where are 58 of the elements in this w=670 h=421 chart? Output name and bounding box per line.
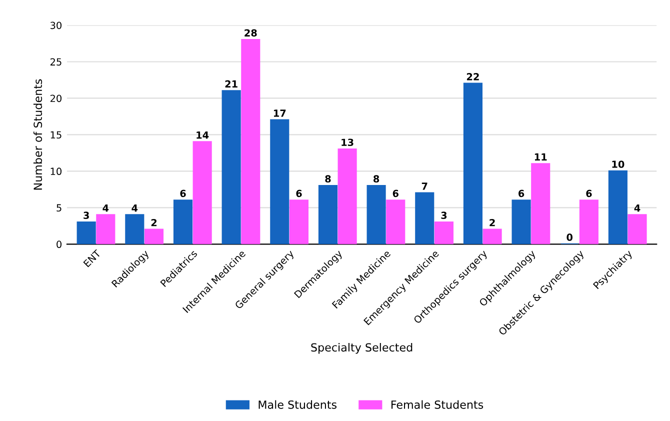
data-label: 3 <box>441 212 447 220</box>
data-label: 21 <box>225 80 238 88</box>
data-label: 10 <box>612 160 624 168</box>
data-label: 3 <box>84 212 89 220</box>
bar <box>366 184 386 244</box>
data-label: 8 <box>374 175 380 183</box>
legend-label: Male Students <box>258 400 337 409</box>
data-label: 0 <box>566 234 573 241</box>
bar <box>289 200 309 244</box>
data-label: 22 <box>466 73 479 80</box>
data-label: 6 <box>518 190 524 198</box>
bar <box>608 170 628 244</box>
y-axis-title: Number of Students <box>33 79 42 190</box>
y-tick-label: 20 <box>50 94 62 102</box>
data-label: 8 <box>325 175 331 183</box>
y-tick-label: 0 <box>56 240 62 248</box>
bar <box>96 214 116 244</box>
data-label: 6 <box>586 190 592 198</box>
bar <box>531 163 550 244</box>
x-axis-title: Specialty Selected <box>311 342 412 354</box>
data-label: 17 <box>274 110 286 117</box>
y-tick-label: 10 <box>50 168 62 176</box>
data-label: 7 <box>422 182 428 190</box>
bar <box>144 228 164 244</box>
data-label: 11 <box>534 153 547 160</box>
y-tick-label: 5 <box>56 204 62 212</box>
bar <box>463 82 482 244</box>
bar <box>270 119 290 244</box>
data-label: 2 <box>151 218 157 226</box>
data-label: 6 <box>180 190 186 198</box>
bar <box>173 200 193 244</box>
y-tick-label: 30 <box>50 22 62 30</box>
bar <box>482 228 502 244</box>
data-label: 28 <box>244 29 257 37</box>
data-label: 4 <box>102 204 109 212</box>
data-label: 6 <box>392 190 398 198</box>
legend-label: Female Students <box>391 400 484 409</box>
data-label: 6 <box>296 190 302 198</box>
data-label: 14 <box>196 132 209 139</box>
y-tick-label: 25 <box>50 58 62 66</box>
bar <box>222 90 241 244</box>
bar <box>318 184 338 244</box>
data-label: 4 <box>132 204 138 212</box>
bar <box>386 200 406 244</box>
bar <box>125 214 144 244</box>
bar <box>579 200 598 244</box>
bar <box>512 200 531 244</box>
bar <box>434 221 454 244</box>
data-label: 13 <box>342 138 354 146</box>
data-label: 4 <box>634 204 640 212</box>
bar <box>338 148 357 244</box>
bar <box>76 221 96 244</box>
bar <box>415 192 434 244</box>
y-tick-label: 15 <box>50 131 62 139</box>
bar <box>192 141 212 244</box>
bar <box>241 39 260 244</box>
data-label: 2 <box>490 218 495 226</box>
bar <box>628 214 647 244</box>
